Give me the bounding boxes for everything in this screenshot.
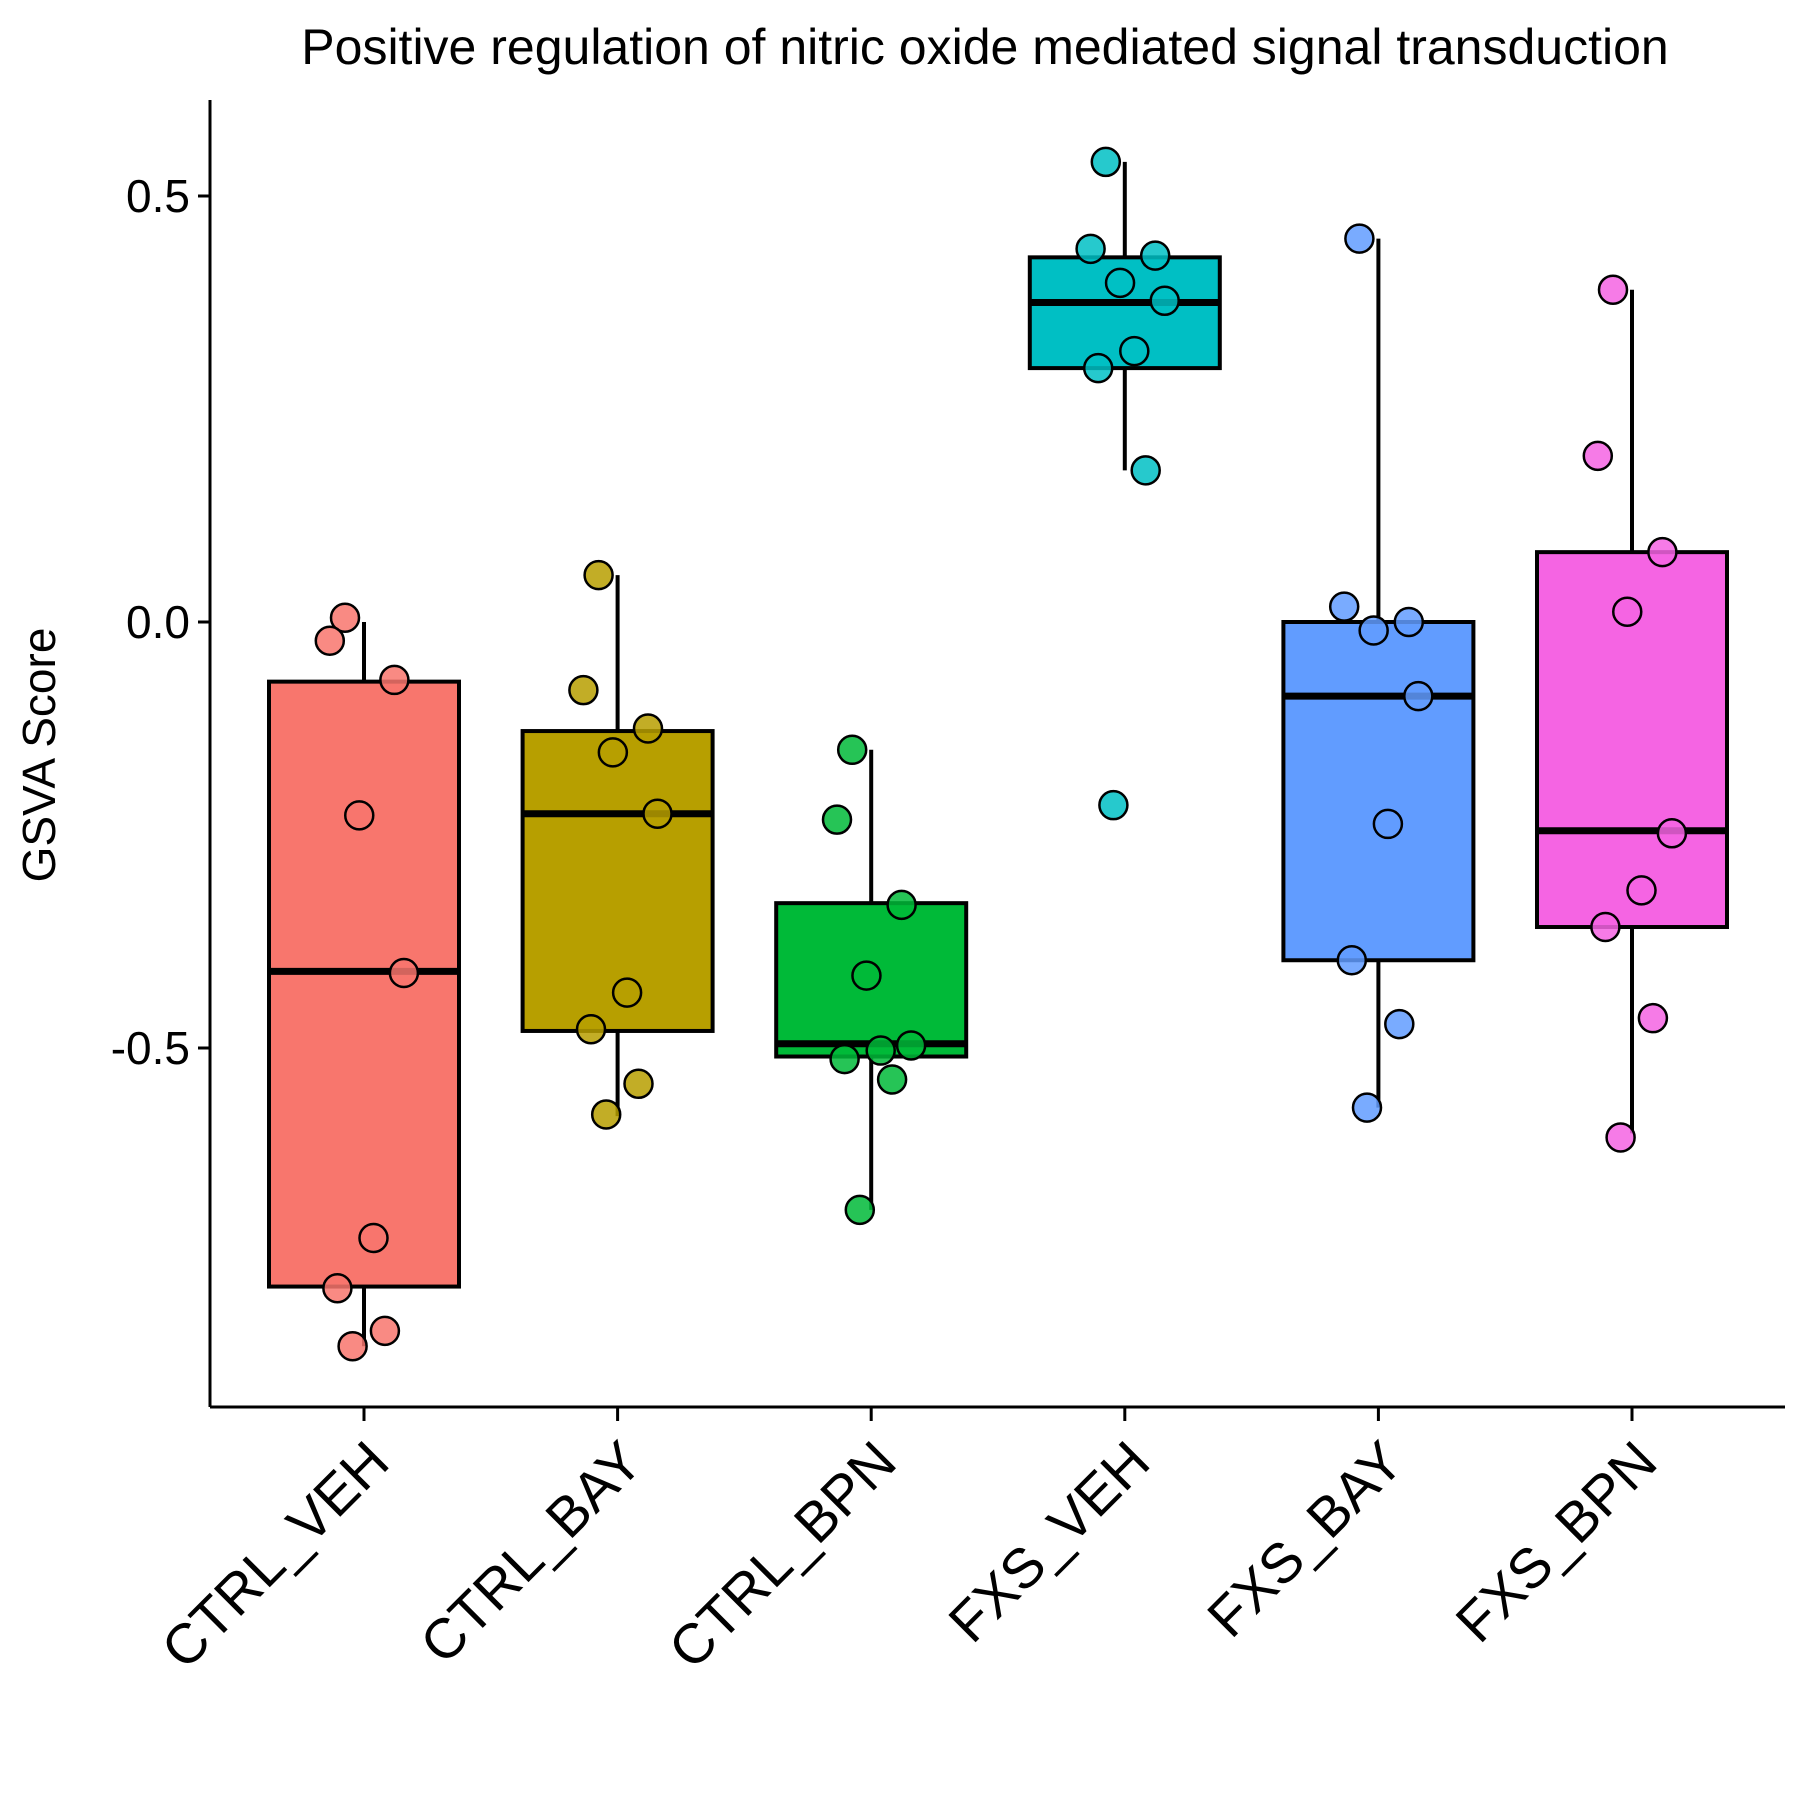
data-point-fxs-bpn	[1656, 818, 1688, 849]
box-ctrl-veh	[267, 679, 461, 1289]
data-point-ctrl-bpn	[836, 734, 868, 766]
data-point-fxs-veh	[1149, 285, 1180, 317]
data-point-fxs-veh	[1139, 240, 1171, 271]
data-point-ctrl-bpn	[829, 1043, 860, 1075]
data-point-fxs-veh	[1082, 352, 1114, 384]
data-point-ctrl-bay	[611, 977, 643, 1008]
x-tick-label: FXS_VEH	[936, 1429, 1161, 1654]
data-point-ctrl-veh	[388, 957, 420, 989]
data-point-fxs-bay	[1372, 808, 1404, 840]
data-point-fxs-veh	[1075, 233, 1106, 265]
y-tick-label: -0.5	[111, 1022, 190, 1074]
data-point-ctrl-bay	[597, 737, 629, 768]
data-point-fxs-bay	[1358, 615, 1389, 646]
data-point-fxs-bpn	[1590, 911, 1621, 943]
data-point-ctrl-bay	[590, 1099, 622, 1130]
data-point-fxs-veh	[1104, 267, 1136, 299]
x-tick-label: CTRL_BAY	[408, 1429, 654, 1675]
data-point-ctrl-veh	[358, 1222, 389, 1254]
chart-title: Positive regulation of nitric oxide medi…	[301, 19, 1668, 75]
x-tick-label: CTRL_VEH	[149, 1429, 400, 1680]
data-point-fxs-veh	[1090, 146, 1122, 178]
data-point-fxs-bpn	[1582, 440, 1614, 472]
box-fxs-bay	[1281, 620, 1476, 963]
data-point-ctrl-veh	[379, 664, 410, 696]
data-point-fxs-bpn	[1597, 274, 1629, 305]
y-axis-label: GSVA Score	[13, 628, 65, 883]
data-point-ctrl-veh	[314, 625, 346, 656]
data-point-fxs-veh	[1119, 335, 1150, 367]
data-point-ctrl-bpn	[876, 1064, 908, 1095]
data-point-ctrl-bpn	[886, 889, 917, 921]
data-point-ctrl-veh	[369, 1315, 401, 1347]
data-point-fxs-bpn	[1637, 1002, 1669, 1034]
data-point-fxs-bay	[1344, 223, 1375, 254]
y-tick-label: 0.5	[126, 170, 190, 222]
data-point-ctrl-veh	[329, 602, 361, 633]
data-point-fxs-bpn	[1612, 596, 1643, 628]
x-tick-label: CTRL_BPN	[656, 1429, 907, 1680]
data-point-ctrl-veh	[337, 1330, 368, 1362]
data-point-ctrl-bay	[583, 559, 614, 591]
data-point-fxs-bay	[1351, 1092, 1383, 1123]
y-tick-label: 0.0	[126, 596, 190, 648]
data-point-ctrl-bpn	[851, 960, 882, 991]
data-point-ctrl-bpn	[844, 1194, 876, 1226]
data-point-fxs-veh	[1098, 789, 1129, 821]
data-point-ctrl-bay	[623, 1068, 654, 1100]
data-point-fxs-bpn	[1626, 875, 1657, 906]
data-point-fxs-bay	[1328, 591, 1360, 622]
data-point-ctrl-bpn	[865, 1035, 896, 1066]
data-point-ctrl-bpn	[895, 1030, 927, 1061]
data-point-ctrl-veh	[344, 800, 375, 831]
data-point-ctrl-bay	[642, 798, 673, 829]
x-tick-label: FXS_BPN	[1443, 1429, 1668, 1654]
x-tick-label: FXS_BAY	[1195, 1429, 1415, 1649]
data-point-ctrl-bay	[575, 1014, 607, 1045]
data-point-ctrl-bpn	[821, 804, 853, 835]
data-point-fxs-bpn	[1605, 1122, 1636, 1153]
data-point-ctrl-bay	[568, 674, 599, 706]
data-point-fxs-bay	[1384, 1008, 1415, 1040]
data-point-fxs-veh	[1130, 455, 1161, 486]
data-point-fxs-bpn	[1647, 536, 1678, 568]
data-point-ctrl-bay	[632, 713, 664, 744]
data-point-fxs-bay	[1403, 680, 1434, 712]
data-point-ctrl-veh	[322, 1273, 353, 1304]
data-point-fxs-bay	[1336, 944, 1368, 976]
data-point-fxs-bay	[1393, 606, 1425, 638]
plot-area: -0.5 0.0 0.5 CTRL_VEH CTRL_BAY CTRL_BPN FXS_VE…	[111, 100, 1785, 1680]
